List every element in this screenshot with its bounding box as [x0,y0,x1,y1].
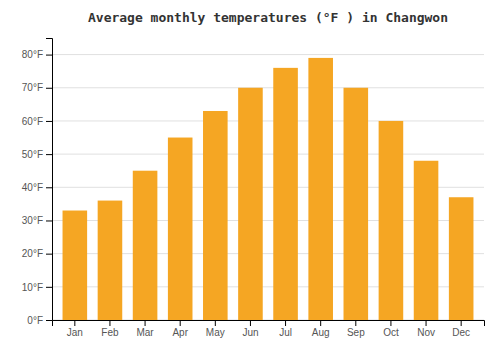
y-tick: 60°F [22,116,52,127]
bar [238,88,263,320]
bar [98,201,123,320]
grid [52,55,484,320]
x-tick: Dec [452,320,470,338]
grid-line [52,54,484,55]
x-tick-mark [180,320,181,326]
x-tick-label: Jun [242,327,258,338]
bar [273,68,298,320]
x-tick: Mar [136,320,154,338]
y-tick-label: 60°F [22,116,43,127]
grid-line [52,120,484,121]
x-tick-label: Sep [347,327,365,338]
x-tick-mark [426,320,427,326]
y-tick-label: 40°F [22,182,43,193]
x-tick-mark [390,320,391,326]
grid-line [52,154,484,155]
y-tick: 70°F [22,82,52,93]
y-tick-mark [46,287,52,288]
x-tick-mark [109,320,110,326]
x-tick: Feb [101,320,119,338]
y-tick-mark [46,121,52,122]
x-tick-mark [145,320,146,326]
y-tick-label: 80°F [22,49,43,60]
x-tick: May [206,320,225,338]
y-tick-mark [46,88,52,89]
bar [344,88,369,320]
bar [133,171,158,320]
x-tick-label: Apr [172,327,188,338]
x-tick-label: Mar [136,327,154,338]
bar [449,197,474,320]
x-tick: Jan [67,320,83,338]
y-axis: 0°F 10°F 20°F 30°F 40°F 50°F 60°F 70°F 80°F [22,39,53,326]
grid-line [52,87,484,88]
y-tick-mark [46,55,52,56]
bar [308,58,333,320]
chart-svg: 0°F 10°F 20°F 30°F 40°F 50°F 60°F 70°F 80°F Jan Fe… [0,0,500,350]
x-tick-label: Oct [383,327,399,338]
x-tick-mark [320,320,321,326]
plot-area: 0°F 10°F 20°F 30°F 40°F 50°F 60°F 70°F 80°F Jan Fe… [22,39,485,339]
x-tick-mark [285,320,286,326]
x-tick: Jul [279,320,292,338]
x-tick-label: Jul [279,327,292,338]
bar [168,138,193,320]
y-tick-label: 20°F [22,248,43,259]
x-tick: Oct [383,320,399,338]
y-tick-mark [46,220,52,221]
x-tick-mark [461,320,462,326]
y-tick-mark [46,254,52,255]
x-tick-label: Jan [67,327,83,338]
bars [63,58,474,320]
x-tick-mark [355,320,356,326]
y-tick: 50°F [22,149,52,160]
y-tick-label: 30°F [22,215,43,226]
x-tick-label: May [206,327,225,338]
x-tick-mark [215,320,216,326]
y-tick: 40°F [22,182,52,193]
y-tick-label: 0°F [27,315,43,326]
x-tick-mark [74,320,75,326]
chart-title: Average monthly temperatures (°F ) in Ch… [88,10,448,25]
y-tick: 10°F [22,282,52,293]
bar [414,161,439,320]
x-tick: Jun [242,320,258,338]
chart-container: 0°F 10°F 20°F 30°F 40°F 50°F 60°F 70°F 80°F Jan Fe… [0,0,500,350]
bar [203,111,228,320]
bar [63,211,88,320]
y-tick: 20°F [22,248,52,259]
y-tick: 0°F [27,315,52,326]
x-tick-label: Feb [101,327,119,338]
y-tick-mark [46,187,52,188]
x-tick-label: Aug [312,327,330,338]
y-tick-label: 10°F [22,282,43,293]
y-tick: 30°F [22,215,52,226]
x-axis: Jan Feb Mar Apr May Jun Jul Aug Sep Oct Nov Dec [53,320,485,338]
x-tick-label: Nov [417,327,435,338]
x-tick: Nov [417,320,435,338]
x-tick: Aug [312,320,330,338]
x-tick-label: Dec [452,327,470,338]
x-axis-line [53,321,485,327]
y-axis-line [46,39,53,321]
x-tick-mark [250,320,251,326]
x-tick: Sep [347,320,365,338]
y-tick-label: 50°F [22,149,43,160]
y-tick-mark [46,320,52,321]
y-tick-label: 70°F [22,82,43,93]
y-tick-mark [46,154,52,155]
y-tick: 80°F [22,49,52,60]
x-tick: Apr [172,320,188,338]
bar [379,121,404,320]
